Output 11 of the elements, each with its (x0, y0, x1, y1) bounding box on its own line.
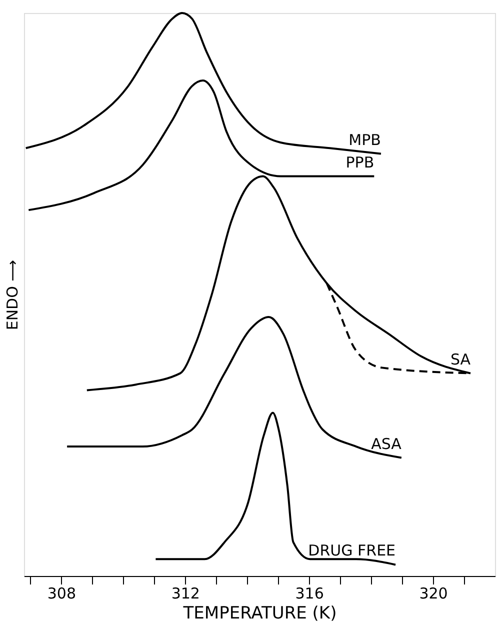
x-tick-label: 312 (171, 584, 200, 602)
x-tick-label: 320 (419, 584, 448, 602)
x-tick-label: 308 (47, 584, 76, 602)
x-axis-title: TEMPERATURE (K) (182, 604, 337, 624)
series-label: SA (450, 350, 472, 368)
series-label: DRUG FREE (308, 542, 396, 560)
series-label: ASA (371, 434, 402, 453)
x-tick-label: 316 (295, 584, 324, 602)
series-label: PPB (346, 153, 374, 172)
series-label: MPB (348, 130, 381, 149)
y-axis-title: ENDO ⟶ (4, 260, 22, 330)
